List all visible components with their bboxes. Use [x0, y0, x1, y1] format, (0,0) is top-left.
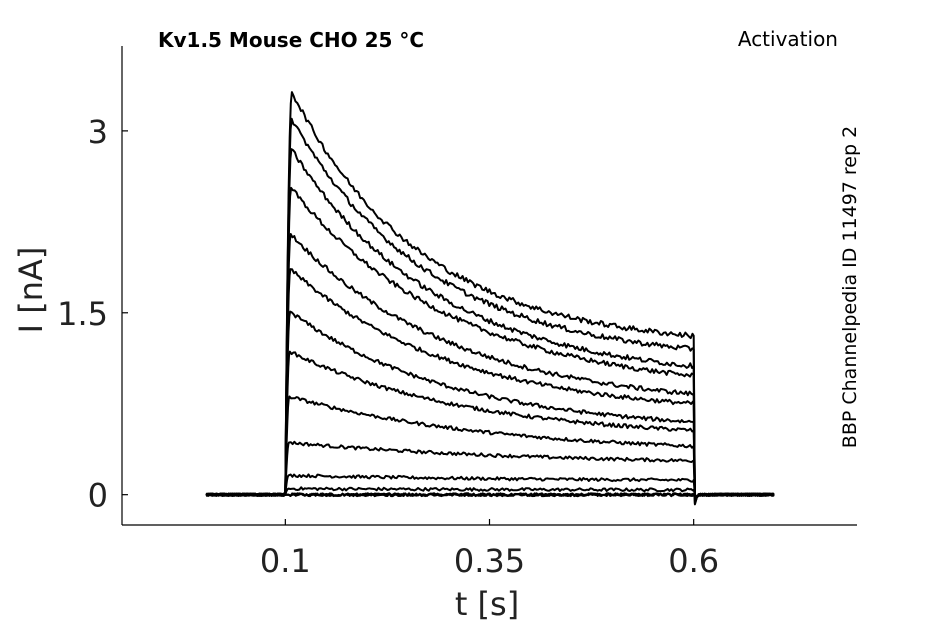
current-traces — [205, 91, 775, 506]
current-trace-9 — [205, 310, 775, 501]
x-tick-label: 0.6 — [668, 542, 719, 580]
current-trace-12 — [205, 186, 775, 504]
current-trace-10 — [205, 268, 775, 502]
current-trace-8 — [205, 350, 775, 500]
chart-title: Kv1.5 Mouse CHO 25 °C — [158, 28, 424, 52]
x-axis-label: t [s] — [455, 585, 519, 623]
protocol-label: Activation — [738, 27, 838, 51]
current-trace-15 — [205, 91, 775, 506]
source-label: BBP Channelpedia ID 11497 rep 2 — [839, 126, 861, 448]
current-trace-14 — [205, 117, 775, 505]
x-tick-label: 0.35 — [454, 542, 525, 580]
y-tick-label: 1.5 — [57, 295, 108, 333]
current-trace-11 — [206, 233, 775, 502]
y-tick-label: 0 — [88, 477, 108, 515]
y-ticks: 01.53 — [57, 113, 128, 515]
x-ticks: 0.1 0.35 0.6 — [260, 519, 719, 580]
current-trace-6 — [205, 440, 775, 499]
current-trace-3 — [205, 492, 775, 499]
x-tick-label: 0.1 — [260, 542, 311, 580]
y-axis-label: I [nA] — [12, 247, 50, 334]
current-trace-13 — [205, 148, 775, 505]
current-trace-4 — [205, 486, 775, 499]
y-tick-label: 3 — [88, 113, 108, 151]
current-trace-7 — [205, 395, 775, 499]
current-trace-5 — [205, 473, 775, 499]
